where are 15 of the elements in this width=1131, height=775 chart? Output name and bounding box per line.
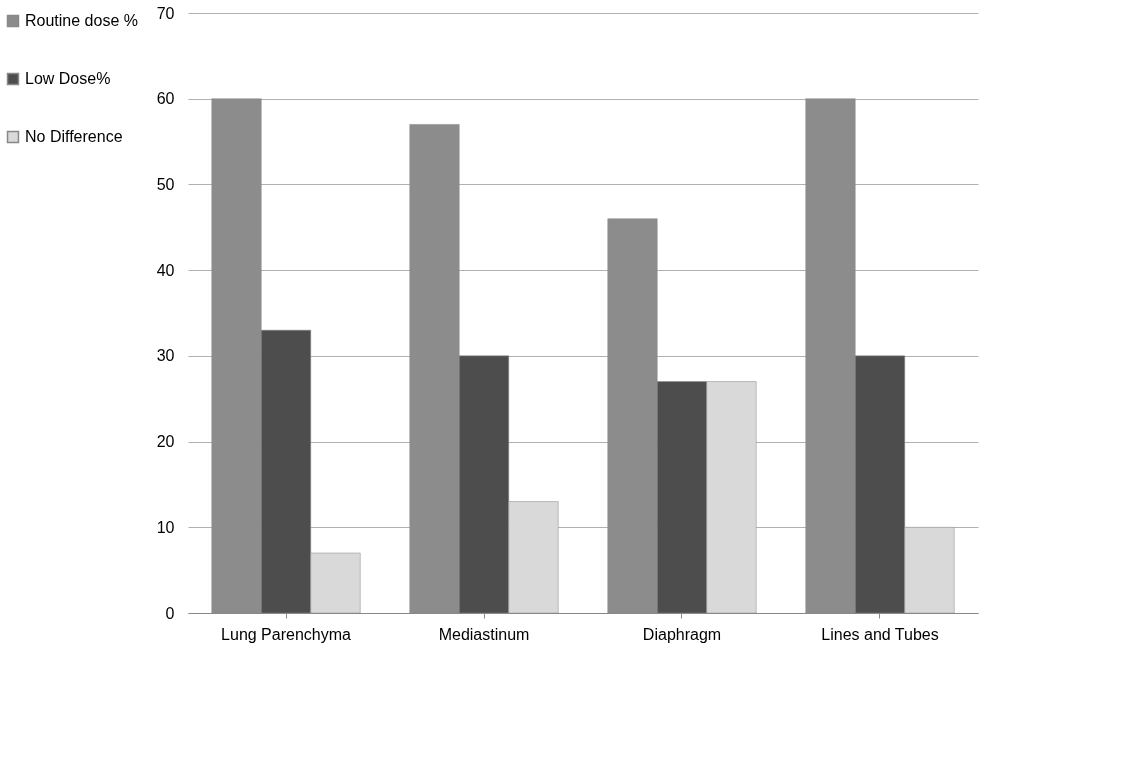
y-tick-label: 20 xyxy=(156,433,175,451)
y-tick-label: 0 xyxy=(165,604,175,622)
x-tick-label: Lines and Tubes xyxy=(821,625,939,643)
y-tick-label: 40 xyxy=(156,261,175,279)
y-tick-label: 60 xyxy=(156,90,175,108)
y-tick-label: 10 xyxy=(156,518,175,536)
y-tick-label: 50 xyxy=(156,175,175,193)
legend-label: Low Dose% xyxy=(25,70,111,87)
x-tick-label: Lung Parenchyma xyxy=(221,625,352,643)
x-tick-label: Mediastinum xyxy=(438,625,530,643)
y-tick-label: 70 xyxy=(156,4,175,22)
x-tick-label: Diaphragm xyxy=(642,625,722,643)
legend-label: No Difference xyxy=(25,128,123,145)
legend-label: Routine dose % xyxy=(25,12,138,29)
y-tick-label: 30 xyxy=(156,347,175,365)
